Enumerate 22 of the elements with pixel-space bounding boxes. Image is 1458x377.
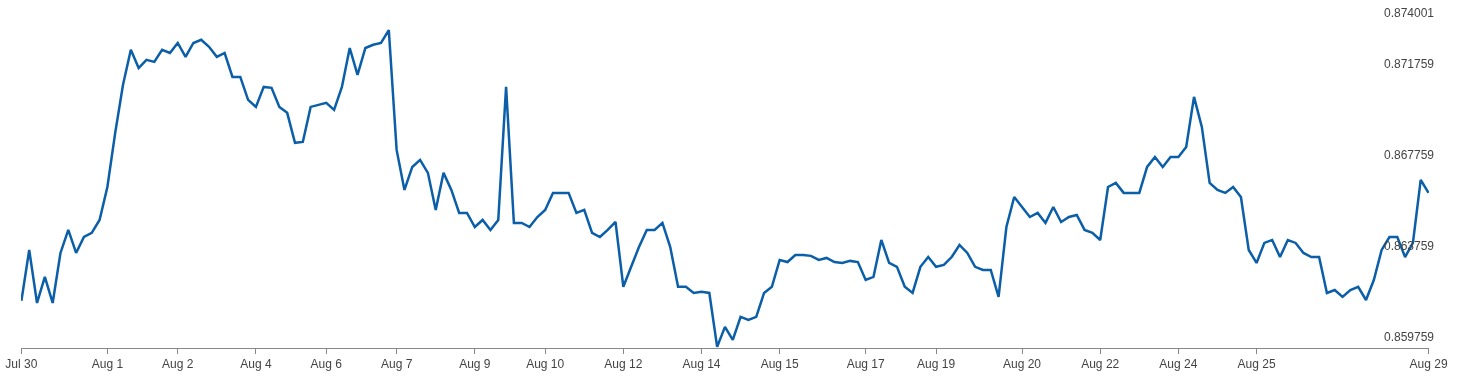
x-tick-label: Aug 29 — [1409, 357, 1448, 372]
y-tick-label: 0.871759 — [1383, 57, 1435, 72]
x-tick-label: Aug 6 — [310, 357, 343, 372]
x-tick-label: Aug 4 — [240, 357, 272, 372]
y-tick-label: 0.859759 — [1383, 330, 1435, 345]
x-tick-label: Aug 20 — [1003, 357, 1042, 372]
x-tick-label: Aug 19 — [917, 357, 956, 372]
x-tick-label: Aug 14 — [682, 357, 721, 372]
y-tick-label: 0.874001 — [1383, 6, 1435, 21]
x-tick-label: Aug 15 — [760, 357, 800, 372]
x-tick-label: Aug 24 — [1159, 357, 1198, 372]
x-tick-label: Jul 30 — [5, 357, 38, 372]
x-tick-label: Aug 1 — [91, 357, 124, 372]
x-tick-label: Aug 12 — [604, 357, 643, 372]
x-tick-label: Aug 22 — [1081, 357, 1120, 372]
x-tick-label: Aug 25 — [1237, 357, 1276, 372]
x-tick-label: Aug 2 — [162, 357, 194, 372]
y-tick-label: 0.867759 — [1383, 148, 1435, 163]
x-tick-label: Aug 7 — [380, 357, 413, 372]
x-tick-label: Aug 10 — [526, 357, 565, 372]
x-tick-label: Aug 17 — [846, 357, 886, 372]
x-tick-label: Aug 9 — [459, 357, 491, 372]
